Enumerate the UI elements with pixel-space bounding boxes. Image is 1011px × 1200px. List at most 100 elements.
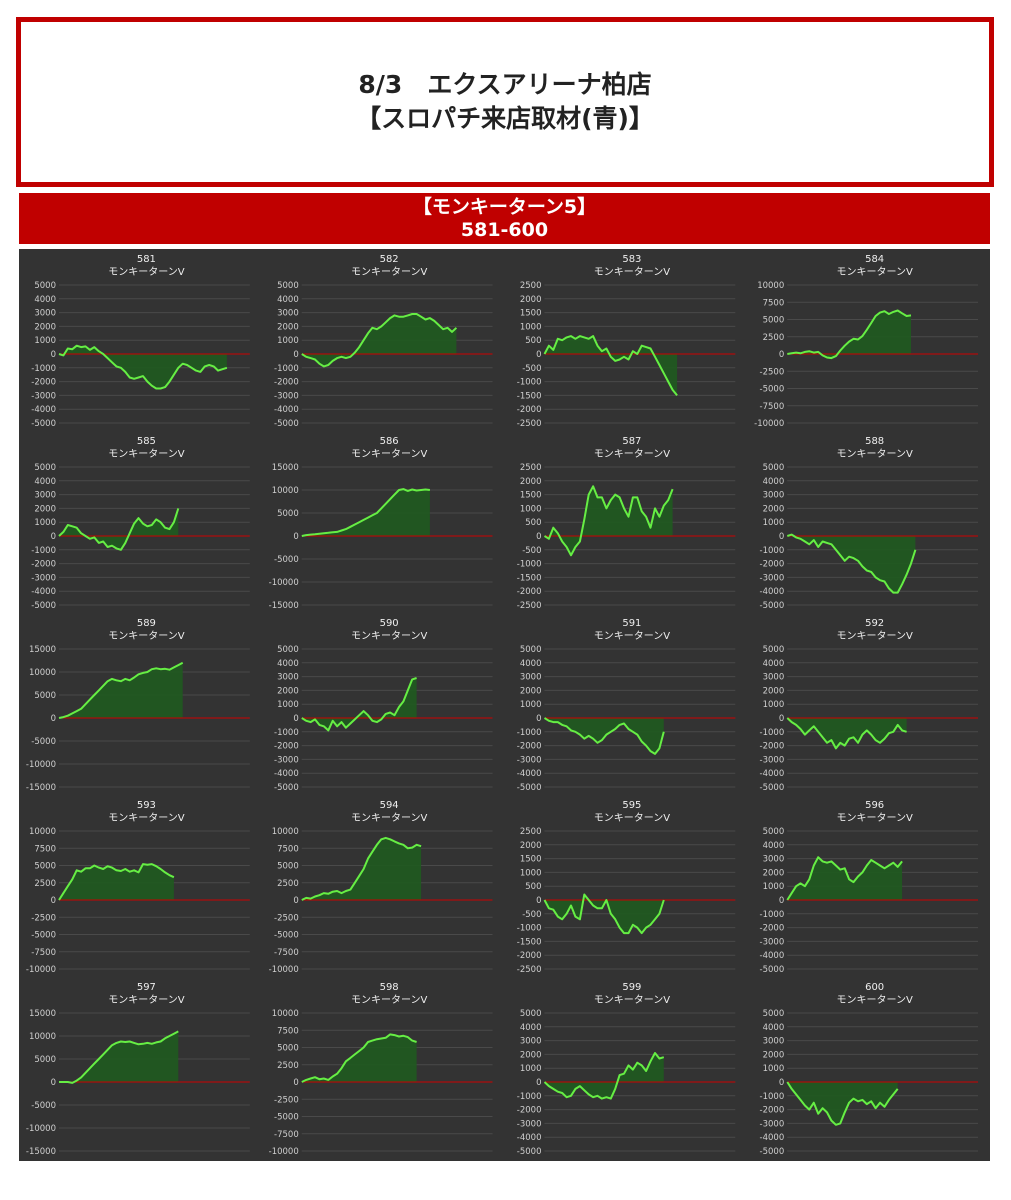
y-tick-label: 500 bbox=[525, 882, 541, 892]
y-tick-label: 1000 bbox=[520, 868, 542, 878]
chart-subtitle: モンキーターンV bbox=[351, 994, 427, 1006]
series-area bbox=[301, 837, 422, 900]
y-tick-label: -500 bbox=[522, 546, 541, 556]
y-tick-label: 4000 bbox=[520, 659, 542, 669]
y-tick-label: -2000 bbox=[274, 378, 299, 388]
chart-title: 582 bbox=[380, 254, 399, 265]
y-tick-label: -5000 bbox=[760, 385, 785, 395]
y-tick-label: -1000 bbox=[517, 560, 542, 570]
y-tick-label: -4000 bbox=[760, 951, 785, 961]
y-tick-label: -3000 bbox=[760, 755, 785, 765]
series-area bbox=[787, 534, 916, 593]
y-tick-label: 3000 bbox=[34, 491, 56, 501]
y-tick-label: 5000 bbox=[277, 509, 299, 519]
y-tick-label: 0 bbox=[293, 896, 298, 906]
y-tick-label: -5000 bbox=[31, 419, 56, 429]
y-tick-label: -3000 bbox=[517, 1119, 542, 1129]
y-tick-label: 2000 bbox=[520, 477, 542, 487]
y-tick-label: -3000 bbox=[760, 937, 785, 947]
series-line bbox=[301, 836, 422, 901]
y-tick-label: 500 bbox=[525, 518, 541, 528]
series-area bbox=[787, 310, 911, 359]
series-line bbox=[301, 1033, 417, 1083]
chart-subtitle: モンキーターンV bbox=[108, 630, 184, 642]
series-line bbox=[58, 344, 228, 390]
chart-title: 600 bbox=[865, 982, 884, 993]
y-tick-label: -4000 bbox=[517, 1133, 542, 1143]
y-tick-label: 2500 bbox=[277, 1061, 299, 1071]
y-tick-label: 0 bbox=[293, 714, 298, 724]
y-tick-label: -15000 bbox=[26, 783, 56, 793]
y-tick-label: -2500 bbox=[274, 913, 299, 923]
y-tick-label: 2500 bbox=[520, 281, 542, 291]
y-tick-label: 2500 bbox=[277, 879, 299, 889]
series-line bbox=[58, 508, 180, 551]
series-area bbox=[544, 486, 673, 556]
y-tick-label: -15000 bbox=[26, 1147, 56, 1157]
series-line bbox=[543, 717, 665, 755]
y-tick-label: 1000 bbox=[520, 322, 542, 332]
y-tick-label: -5000 bbox=[274, 419, 299, 429]
y-tick-label: 7500 bbox=[763, 298, 785, 308]
y-tick-label: -1500 bbox=[517, 573, 542, 583]
y-tick-label: -5000 bbox=[274, 555, 299, 565]
y-tick-label: 5000 bbox=[277, 645, 299, 655]
y-tick-label: 1000 bbox=[520, 504, 542, 514]
y-tick-label: 2000 bbox=[34, 322, 56, 332]
series-line bbox=[543, 335, 678, 397]
y-tick-label: 1000 bbox=[277, 336, 299, 346]
chart-subtitle: モンキーターンV bbox=[836, 630, 912, 642]
y-tick-label: -1000 bbox=[760, 546, 785, 556]
chart-title: 587 bbox=[622, 436, 641, 447]
title-box: 8/3 エクスアリーナ柏店 【スロパチ来店取材(青)】 bbox=[16, 17, 994, 187]
y-tick-label: -1000 bbox=[31, 364, 56, 374]
section-header: 【モンキーターン5】 581-600 bbox=[19, 193, 990, 244]
y-tick-label: -2000 bbox=[517, 1106, 542, 1116]
y-tick-label: -1000 bbox=[274, 728, 299, 738]
chart-subtitle: モンキーターンV bbox=[594, 812, 670, 824]
y-tick-label: 5000 bbox=[520, 1009, 542, 1019]
y-tick-label: 2000 bbox=[277, 322, 299, 332]
chart-subtitle: モンキーターンV bbox=[351, 448, 427, 460]
chart-title: 597 bbox=[137, 982, 156, 993]
y-tick-label: -5000 bbox=[31, 1101, 56, 1111]
y-tick-label: 1000 bbox=[763, 882, 785, 892]
series-area bbox=[301, 1034, 417, 1082]
y-tick-label: 2000 bbox=[763, 1050, 785, 1060]
y-tick-label: -2000 bbox=[517, 951, 542, 961]
y-tick-label: 0 bbox=[293, 532, 298, 542]
y-tick-label: -5000 bbox=[760, 783, 785, 793]
chart-title: 584 bbox=[865, 254, 884, 265]
chart-title: 590 bbox=[380, 618, 399, 629]
y-tick-label: 2000 bbox=[34, 504, 56, 514]
y-tick-label: -2500 bbox=[517, 601, 542, 611]
y-tick-label: -5000 bbox=[274, 1113, 299, 1123]
y-tick-label: 0 bbox=[779, 350, 784, 360]
series-line bbox=[543, 1052, 665, 1100]
chart-subtitle: モンキーターンV bbox=[108, 994, 184, 1006]
y-tick-label: 0 bbox=[51, 532, 56, 542]
chart-title: 581 bbox=[137, 254, 156, 265]
series-area bbox=[59, 508, 179, 550]
y-tick-label: -1000 bbox=[274, 364, 299, 374]
y-tick-label: 0 bbox=[51, 896, 56, 906]
series-area bbox=[544, 894, 664, 934]
chart-title: 592 bbox=[865, 618, 884, 629]
y-tick-label: 10000 bbox=[272, 827, 299, 837]
y-tick-label: -4000 bbox=[31, 405, 56, 415]
y-tick-label: 10000 bbox=[29, 1032, 56, 1042]
y-tick-label: -4000 bbox=[274, 769, 299, 779]
y-tick-label: -5000 bbox=[31, 601, 56, 611]
chart-title: 594 bbox=[380, 800, 399, 811]
chart-subtitle: モンキーターンV bbox=[351, 630, 427, 642]
y-tick-label: 4000 bbox=[520, 1023, 542, 1033]
chart-subtitle: モンキーターンV bbox=[594, 994, 670, 1006]
y-tick-label: 3000 bbox=[763, 491, 785, 501]
y-tick-label: 3000 bbox=[277, 673, 299, 683]
y-tick-label: 10000 bbox=[272, 486, 299, 496]
series-line bbox=[786, 856, 903, 901]
